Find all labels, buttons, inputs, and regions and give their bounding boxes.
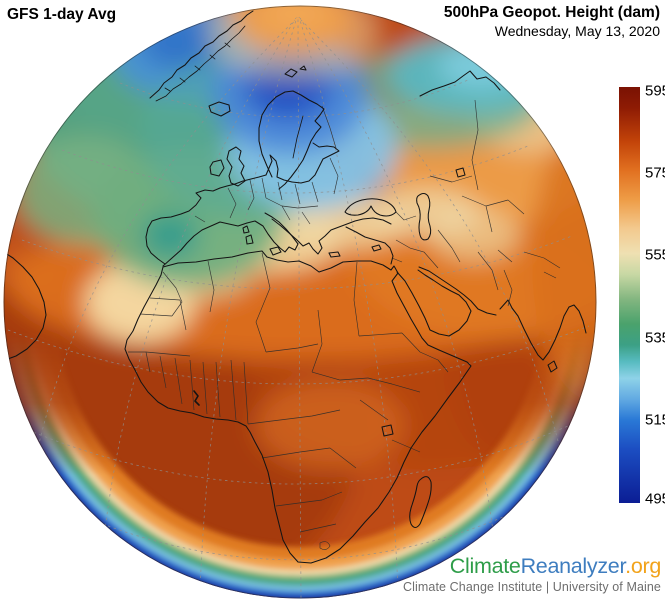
model-label: GFS 1-day Avg (7, 6, 117, 23)
country-borders (128, 99, 561, 550)
institute-subtitle: Climate Change Institute | University of… (403, 580, 661, 594)
colorbar-tick-575: 575 (645, 164, 665, 182)
colorbar-tick-515: 515 (645, 411, 665, 429)
logo-climate-part: Climate (449, 554, 521, 578)
branding-block: ClimateReanalyzer.org Climate Change Ins… (403, 555, 661, 594)
colorbar-tick-495: 495 (645, 490, 665, 508)
colorbar (619, 87, 640, 503)
graticule-lines (7, 15, 590, 599)
colorbar-tick-595: 595 (645, 82, 665, 100)
climate-reanalyzer-logo-link[interactable]: ClimateReanalyzer.org (403, 554, 662, 578)
date-label: Wednesday, May 13, 2020 (494, 23, 660, 39)
header-right: 500hPa Geopot. Height (dam) Wednesday, M… (444, 4, 660, 39)
colorbar-tick-535: 535 (645, 329, 665, 347)
logo-reanalyzer-part: Reanalyzer (520, 554, 626, 578)
southern-rim-bands (3, 5, 597, 599)
coastlines (3, 10, 587, 564)
colorbar-tick-555: 555 (645, 246, 665, 264)
logo-org-part: .org (625, 554, 661, 578)
variable-label: 500hPa Geopot. Height (dam) (443, 4, 660, 21)
